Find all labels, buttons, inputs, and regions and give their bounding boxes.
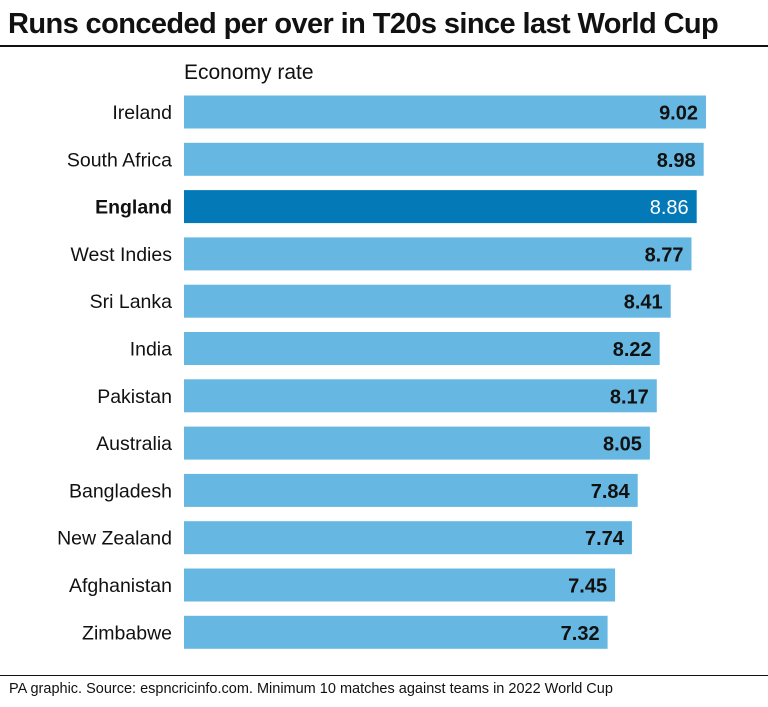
- value-label-afghanistan: 7.45: [568, 576, 607, 598]
- category-label-ireland: Ireland: [112, 102, 172, 124]
- chart-title: Runs conceded per over in T20s since las…: [8, 8, 719, 40]
- value-label-new-zealand: 7.74: [585, 528, 625, 550]
- value-label-australia: 8.05: [603, 434, 642, 456]
- value-label-sri-lanka: 8.41: [624, 292, 663, 314]
- bar-india: [184, 332, 660, 365]
- value-label-south-africa: 8.98: [657, 150, 696, 172]
- category-label-zimbabwe: Zimbabwe: [82, 622, 172, 644]
- bar-bangladesh: [184, 473, 638, 507]
- bar-chart: Ireland 9.02 South Africa 8.98 England 8.86 We…: [57, 95, 706, 649]
- category-label-afghanistan: Afghanistan: [69, 575, 172, 597]
- category-label-pakistan: Pakistan: [97, 386, 172, 408]
- bar-sri-lanka: [184, 284, 671, 318]
- category-label-india: India: [130, 339, 172, 361]
- bar-ireland: [184, 95, 706, 129]
- category-label-england: England: [95, 197, 172, 219]
- value-label-zimbabwe: 7.32: [561, 623, 600, 645]
- category-label-sri-lanka: Sri Lanka: [90, 291, 173, 313]
- axis-label: Economy rate: [184, 61, 314, 84]
- category-label-new-zealand: New Zealand: [57, 528, 172, 550]
- value-label-bangladesh: 7.84: [591, 481, 631, 503]
- bar-south-africa: [184, 142, 704, 176]
- value-label-england: 8.86: [650, 197, 689, 219]
- bar-pakistan: [184, 379, 657, 413]
- bar-new-zealand: [184, 521, 632, 555]
- title-divider: [0, 45, 768, 47]
- bar-west-indies: [184, 237, 692, 271]
- value-label-west-indies: 8.77: [645, 244, 684, 266]
- category-label-bangladesh: Bangladesh: [69, 480, 172, 502]
- bar-england: [184, 190, 697, 224]
- value-label-pakistan: 8.17: [610, 386, 649, 408]
- bar-australia: [184, 426, 650, 460]
- category-label-south-africa: South Africa: [67, 149, 172, 171]
- footer-divider: [0, 675, 768, 676]
- value-label-ireland: 9.02: [659, 103, 698, 125]
- source-note: PA graphic. Source: espncricinfo.com. Mi…: [9, 681, 613, 697]
- value-label-india: 8.22: [613, 339, 652, 361]
- bar-afghanistan: [184, 568, 616, 602]
- category-label-west-indies: West Indies: [70, 244, 172, 266]
- category-label-australia: Australia: [96, 433, 172, 455]
- bar-zimbabwe: [184, 615, 608, 649]
